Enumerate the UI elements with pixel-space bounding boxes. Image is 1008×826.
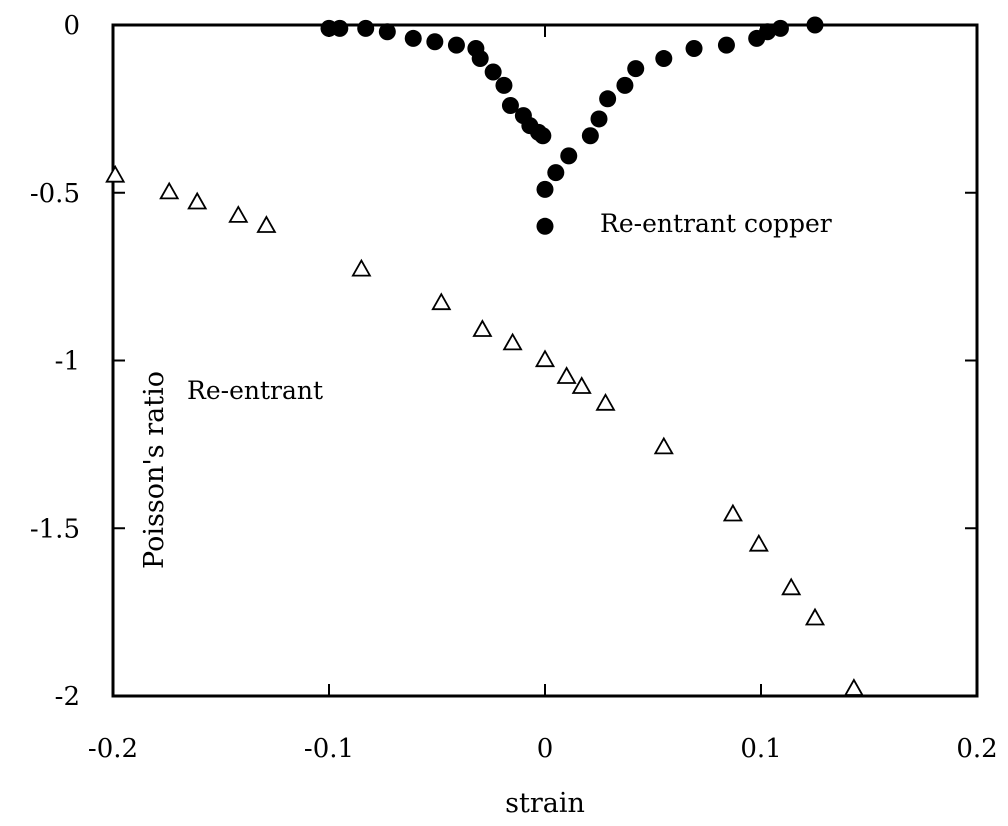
data-point-filled-circle <box>378 23 396 41</box>
y-tick-label: -2 <box>55 682 80 712</box>
data-point-open-triangle <box>228 205 249 223</box>
data-point-filled-circle <box>685 39 703 57</box>
data-point-filled-circle <box>536 217 554 235</box>
x-tick-label: 0.2 <box>956 734 997 764</box>
data-point-open-triangle <box>159 181 180 200</box>
data-point-filled-circle <box>471 50 489 68</box>
data-point-open-triangle <box>256 215 277 233</box>
y-tick-label: -1.5 <box>30 514 80 544</box>
y-tick-label: -0.5 <box>30 179 80 209</box>
data-marks <box>105 16 864 696</box>
data-point-filled-circle <box>536 180 554 198</box>
data-point-open-triangle <box>534 349 556 368</box>
data-point-open-triangle <box>431 292 452 311</box>
data-point-filled-circle <box>655 50 673 68</box>
data-point-open-triangle <box>472 319 493 337</box>
data-point-open-triangle <box>595 392 616 411</box>
data-point-filled-circle <box>616 76 634 94</box>
annotation-reentrant: Re-entrant <box>187 376 323 405</box>
data-point-filled-circle <box>806 16 824 34</box>
data-point-filled-circle <box>357 19 375 37</box>
x-tick-label: 0.1 <box>740 734 781 764</box>
data-point-filled-circle <box>581 127 599 145</box>
data-point-open-triangle <box>781 577 802 596</box>
y-axis-title: Poisson's ratio <box>139 371 170 569</box>
data-point-filled-circle <box>717 36 735 54</box>
data-point-filled-circle <box>404 29 422 47</box>
data-point-filled-circle <box>331 19 349 37</box>
data-point-filled-circle <box>534 127 552 145</box>
data-point-filled-circle <box>758 23 776 41</box>
data-point-filled-circle <box>501 97 519 115</box>
y-tick-label: -1 <box>55 347 80 377</box>
data-point-open-triangle <box>722 503 743 522</box>
data-point-open-triangle <box>105 164 126 183</box>
data-point-filled-circle <box>599 90 617 108</box>
data-point-filled-circle <box>590 110 608 128</box>
x-tick-label: -0.2 <box>88 734 138 764</box>
data-point-open-triangle <box>351 258 372 277</box>
data-point-open-triangle <box>571 376 592 394</box>
data-point-filled-circle <box>627 60 645 78</box>
y-tick-label: 0 <box>63 11 80 41</box>
x-tick-label: 0 <box>537 734 554 764</box>
data-point-filled-circle <box>547 164 565 182</box>
data-point-filled-circle <box>495 76 513 94</box>
data-point-filled-circle <box>771 19 789 37</box>
x-tick-label: -0.1 <box>304 734 354 764</box>
data-point-open-triangle <box>804 607 826 626</box>
data-point-open-triangle <box>556 366 577 384</box>
data-point-open-triangle <box>653 436 674 455</box>
data-point-open-triangle <box>187 191 208 210</box>
x-tick-labels: -0.2 -0.1 0 0.1 0.2 <box>88 734 998 764</box>
data-point-open-triangle <box>748 533 769 552</box>
x-axis-title: strain <box>505 788 585 819</box>
data-point-filled-circle <box>447 36 465 54</box>
data-point-filled-circle <box>426 33 444 51</box>
data-point-open-triangle <box>843 678 864 696</box>
data-point-open-triangle <box>502 332 523 351</box>
annotation-reentrant-copper: Re-entrant copper <box>600 209 832 238</box>
data-point-filled-circle <box>560 147 578 165</box>
y-tick-labels: 0 -0.5 -1 -1.5 -2 <box>30 11 80 712</box>
data-point-filled-circle <box>484 63 502 81</box>
